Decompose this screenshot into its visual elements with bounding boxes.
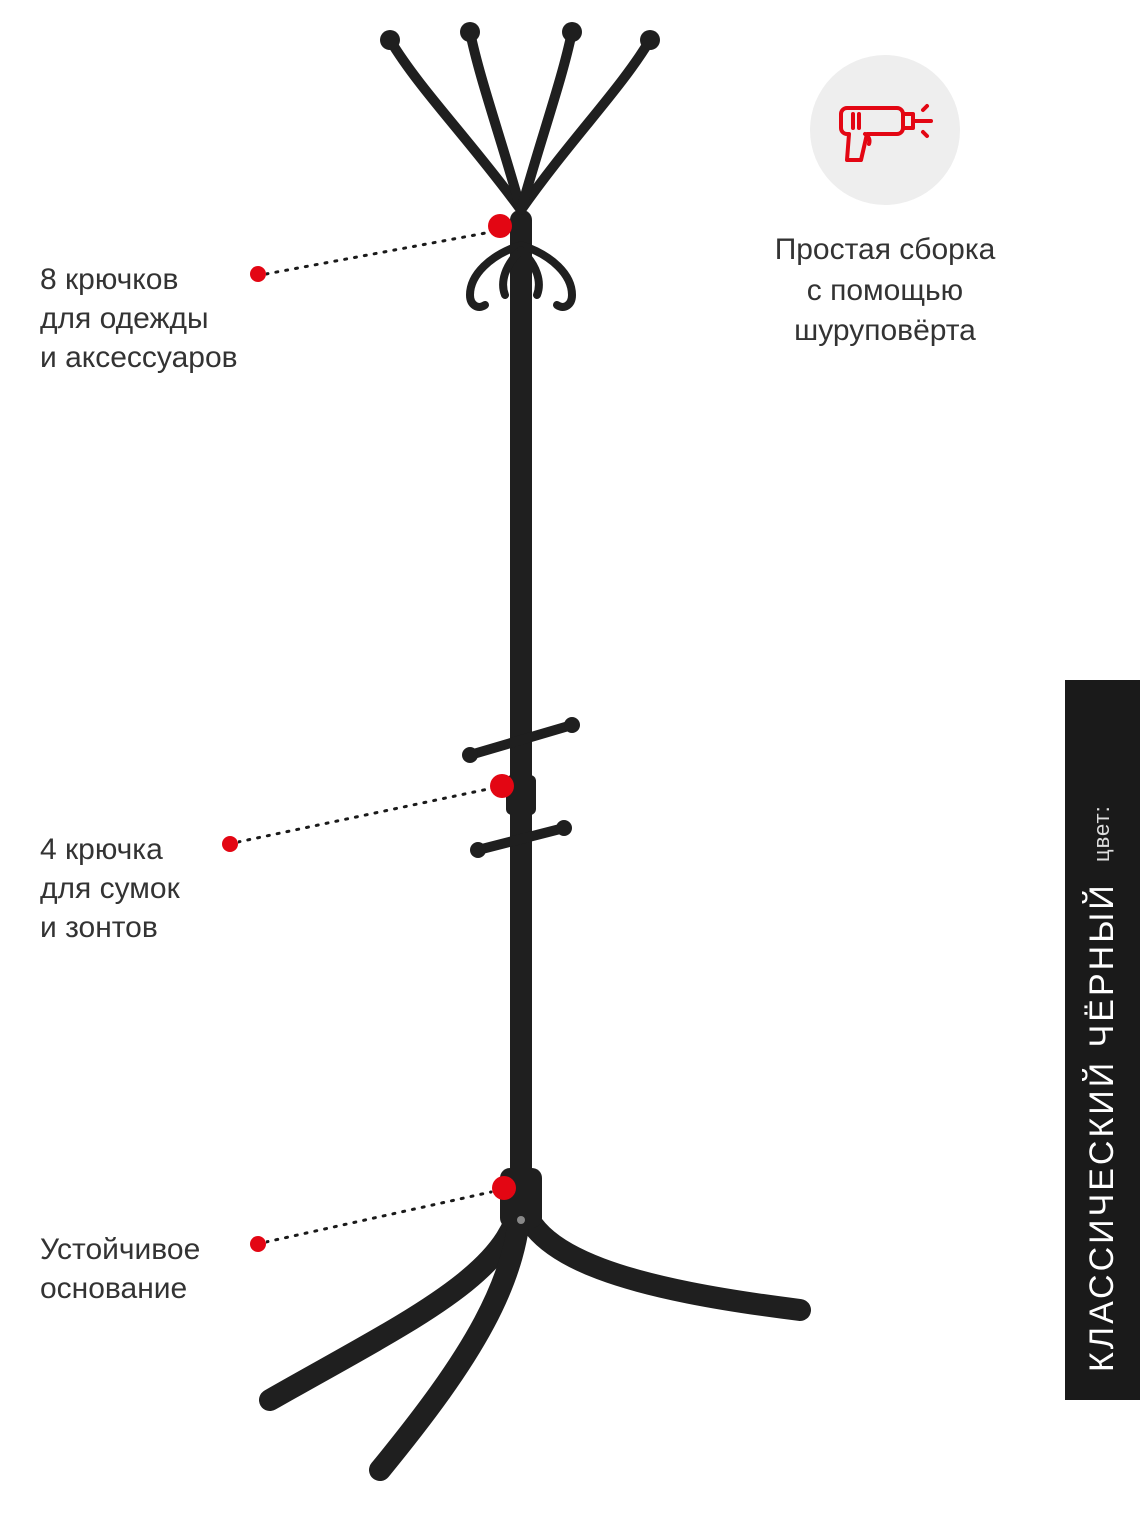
leader-dot-big — [488, 214, 512, 238]
leader-line-1 — [266, 228, 496, 284]
leader-dot-small — [250, 266, 266, 282]
leader-dot-small — [222, 836, 238, 852]
callout-line: и аксессуаров — [40, 338, 238, 377]
color-tag: КЛАССИЧЕСКИЙ ЧЁРНЫЙ цвет: — [1065, 680, 1140, 1400]
callout-line: для сумок — [40, 869, 180, 908]
leader-dot-small — [250, 1236, 266, 1252]
callout-line: для одежды — [40, 299, 238, 338]
assembly-text: Простая сборка с помощью шуруповёрта — [735, 230, 1035, 352]
leader-line-3 — [266, 1188, 496, 1248]
infographic-canvas: 8 крючков для одежды и аксессуаров 4 крю… — [0, 0, 1140, 1520]
callout-hooks-8: 8 крючков для одежды и аксессуаров — [40, 260, 238, 377]
assembly-line: Простая сборка — [735, 230, 1035, 271]
drill-icon — [835, 80, 935, 180]
callout-line: и зонтов — [40, 908, 180, 947]
assembly-icon-circle — [810, 55, 960, 205]
color-label: цвет: — [1089, 805, 1114, 862]
callout-line: основание — [40, 1269, 200, 1308]
leader-dot-big — [490, 774, 514, 798]
callout-hooks-4: 4 крючка для сумок и зонтов — [40, 830, 180, 947]
callout-line: Устойчивое — [40, 1230, 200, 1269]
callout-line: 4 крючка — [40, 830, 180, 869]
leader-line-2 — [238, 784, 498, 848]
callout-base: Устойчивое основание — [40, 1230, 200, 1308]
color-value: КЛАССИЧЕСКИЙ ЧЁРНЫЙ — [1083, 882, 1121, 1372]
callout-line: 8 крючков — [40, 260, 238, 299]
leader-dot-big — [492, 1176, 516, 1200]
assembly-line: шуруповёрта — [735, 311, 1035, 352]
assembly-line: с помощью — [735, 271, 1035, 312]
